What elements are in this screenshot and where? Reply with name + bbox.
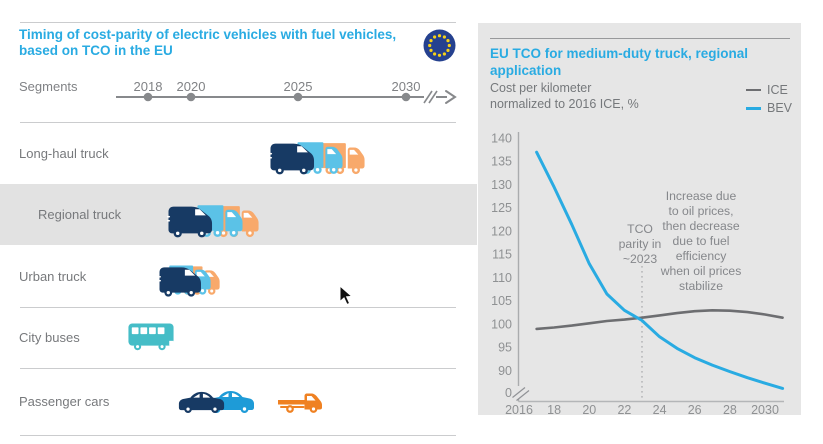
ice-line-swatch [745,88,761,92]
legend-label-ice: ICE [766,83,788,97]
y-tick-label: 110 [492,271,512,285]
legend-label-bev: BEV [766,101,792,115]
chart-subtitle-line-2: normalized to 2016 ICE, % [490,97,639,111]
oil-price-annotation: then decrease [662,219,739,233]
timeline-year-label: 2020 [177,79,206,94]
chart-subtitle-line-1: Cost per kilometer [490,81,592,95]
oil-price-annotation: when oil prices [660,264,742,278]
segment-row-urban-truck[interactable]: Urban truck [0,245,477,307]
segments-label: Segments [19,79,78,94]
y-tick-label: 100 [491,317,512,331]
y-tick-label: 125 [491,201,512,215]
y-tick-label: 105 [491,294,512,308]
bev-line [535,150,785,390]
timeline-dot [293,92,303,102]
left-panel: Timing of cost-parity of electric vehicl… [0,22,477,436]
parity-annotation: TCO [627,222,653,236]
arrow-head [445,90,457,104]
x-tick-label: 18 [547,403,561,415]
eu-star [429,48,433,52]
y-origin-label: 0 [505,386,512,400]
chart-title: EU TCO for medium-duty truck, regional a… [490,46,749,78]
ice-line [535,309,784,331]
tco-line-chart: 140 135 130 125 120 115 110 105 100 95 90 0 2016 18 20… [491,132,785,415]
chart-legend: ICE BEV [745,83,792,119]
x-tick-label: 2030 [751,403,779,415]
chart-subtitle: Cost per kilometer normalized to 2016 IC… [490,80,639,112]
x-tick-label: 20 [582,403,596,415]
eu-star [437,34,442,38]
segment-label: Regional truck [38,207,122,222]
segment-label: Long-haul truck [19,145,109,161]
top-divider [20,22,456,23]
x-tick-label: 2016 [505,403,533,415]
bev-line-swatch [745,106,761,110]
row-divider [20,435,456,436]
row-divider [20,122,456,123]
timeline-dot [143,92,153,102]
eu-star [428,43,432,48]
eu-star [442,52,446,56]
oil-price-annotation: efficiency [676,249,727,263]
segment-label: Passenger cars [19,394,110,409]
legend-item-ice: ICE [745,83,792,97]
eu-star [433,35,437,39]
oil-price-annotation: stabilize [679,279,723,293]
segment-row-city-buses[interactable]: City buses [0,307,477,368]
segment-label: City buses [19,330,80,345]
timeline-dot [401,92,411,102]
eu-star [429,39,433,43]
row-divider [20,368,456,369]
row-divider [20,307,456,308]
eu-star [447,43,451,48]
segment-row-passenger-cars[interactable]: Passenger cars [0,368,477,435]
y-tick-label: 140 [491,132,512,146]
oil-price-annotation: to oil prices, [668,204,733,218]
mouse-cursor [339,285,354,306]
segment-row-long-haul-truck[interactable]: Long-haul truck [0,122,477,184]
segment-row-regional-truck[interactable]: Regional truck [0,184,477,245]
eu-star [442,35,446,39]
oil-price-annotation: due to fuel [673,234,730,248]
y-tick-label: 95 [498,341,512,355]
x-tick-label: 24 [653,403,667,415]
timeline-year-label: 2018 [134,79,163,94]
eu-flag-icon [423,29,456,62]
eu-star [433,52,437,56]
timeline-dot [186,92,196,102]
y-tick-label: 115 [492,248,512,262]
title-line-2: based on TCO in the EU [19,43,173,58]
parity-annotation: ~2023 [623,252,657,266]
y-tick-label: 120 [491,225,512,239]
timeline-axis: 2018 2020 2025 2030 [116,79,457,105]
title-line-1: Timing of cost-parity of electric vehicl… [19,27,397,42]
legend-item-bev: BEV [745,101,792,115]
x-tick-label: 22 [617,403,631,415]
segment-label: Urban truck [19,268,87,284]
eu-star [446,39,450,43]
timeline-year-label: 2030 [392,79,421,94]
x-tick-label: 28 [723,403,737,415]
timeline-year-label: 2025 [284,79,313,94]
panel-divider [490,38,790,39]
eu-star [437,53,442,57]
parity-annotation: parity in [619,237,662,251]
y-tick-label: 130 [491,178,512,192]
oil-price-annotation: Increase due [666,189,737,203]
eu-star [446,48,450,52]
tco-chart-panel: EU TCO for medium-duty truck, regional a… [478,23,801,415]
y-tick-label: 135 [491,155,512,169]
page-title: Timing of cost-parity of electric vehicl… [19,27,419,59]
y-tick-label: 90 [498,364,512,378]
x-tick-label: 26 [688,403,702,415]
